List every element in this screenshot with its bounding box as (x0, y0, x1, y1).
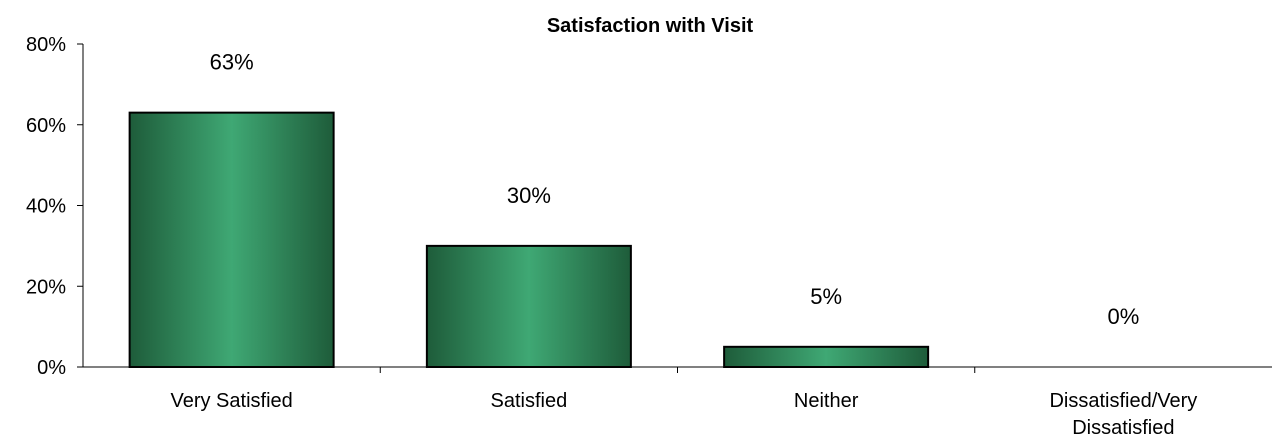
data-label: 30% (507, 183, 551, 208)
x-tick-label: Satisfied (491, 390, 568, 412)
data-label: 63% (210, 50, 254, 75)
x-tick-label: Dissatisfied/Very Dissatisfied (1049, 390, 1197, 439)
y-tick-label: 20% (26, 276, 66, 298)
x-tick-label: Neither (794, 390, 859, 412)
y-tick-label: 0% (37, 357, 66, 379)
labels: 63% Very Satisfied 30% Satisfied 5% Neither 0%… (170, 50, 1197, 439)
bars (128, 111, 930, 368)
y-tick-label: 80% (26, 34, 66, 56)
data-label: 5% (810, 284, 842, 309)
bar (425, 244, 632, 368)
chart-title: Satisfaction with Visit (547, 15, 754, 37)
x-tick-label: Very Satisfied (170, 390, 292, 412)
y-tick-label: 60% (26, 115, 66, 137)
bar (128, 111, 335, 368)
data-label: 0% (1107, 304, 1139, 329)
y-tick-label: 40% (26, 196, 66, 218)
bar (723, 345, 930, 368)
